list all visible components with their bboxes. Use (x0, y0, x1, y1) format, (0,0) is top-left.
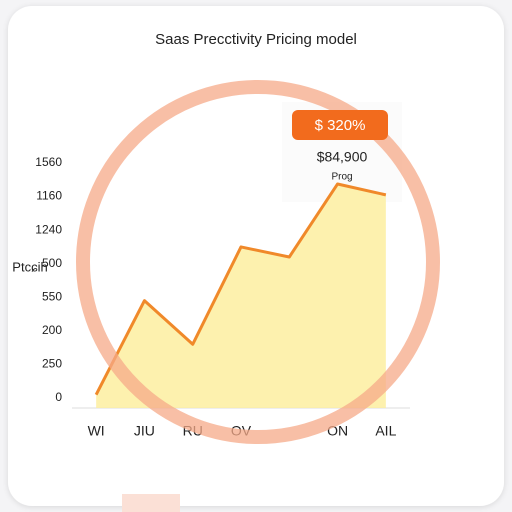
y-tick-label: 500 (42, 256, 62, 270)
y-axis-label: Ptcɕih (12, 259, 47, 274)
y-tick-label: 1240 (35, 222, 62, 236)
x-tick-label: JIU (134, 423, 155, 439)
y-tick-label: 1160 (36, 189, 62, 203)
y-tick-label: 550 (42, 289, 62, 303)
badge-text: $ 320% (315, 117, 366, 134)
chart-title: Saas Precctivity Pricing model (155, 31, 357, 48)
decor-ring (76, 80, 440, 444)
x-tick-label: WI (88, 423, 105, 439)
line (94, 182, 387, 396)
y-tick-label: 200 (42, 323, 62, 337)
decor-tab (122, 494, 180, 512)
annotation: $84,900 (317, 149, 368, 165)
y-tick-label: 1560 (35, 155, 62, 169)
badge (292, 110, 388, 140)
y-tick-label: 0 (55, 390, 62, 404)
x-tick-label: AIL (375, 423, 396, 439)
y-tick-label: 250 (42, 357, 62, 371)
annotation-sub: Prog (331, 172, 352, 183)
area (96, 183, 386, 408)
